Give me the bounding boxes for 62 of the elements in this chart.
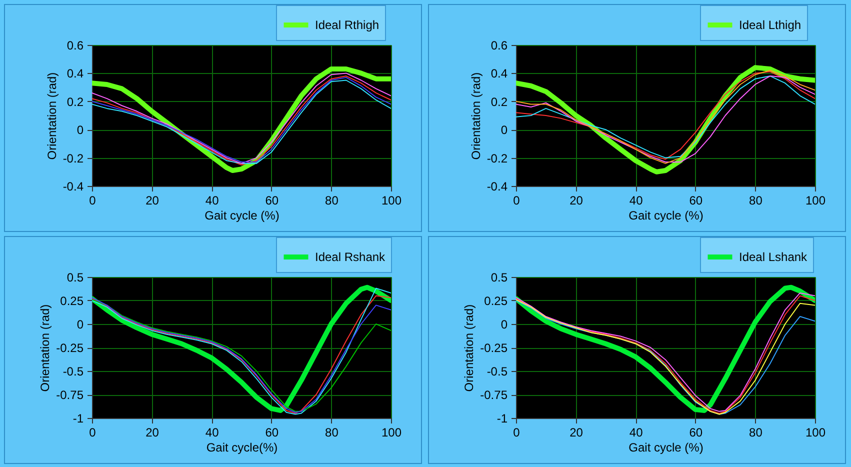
y-axis-title: Orientation (rad) [462,304,476,392]
x-tick-label: 100 [381,194,402,208]
x-tick-label: 20 [570,426,584,440]
y-tick-label: -0.75 [480,388,508,402]
x-tick-label: 20 [146,426,160,440]
y-axis-title: Orientation (rad) [44,72,59,160]
x-tick-label: 0 [89,194,96,208]
y-tick-label: 0.2 [490,94,508,109]
x-tick-label: 80 [325,194,339,208]
y-tick-label: 0.6 [490,38,508,52]
y-tick-label: 0 [500,123,508,138]
x-axis-title: Gait cycle(%) [206,440,278,454]
x-tick-label: 0 [89,426,96,440]
y-tick-label: -0.4 [486,180,508,194]
y-tick-label: -0.2 [62,151,84,166]
y-tick-label: 0.6 [66,38,84,52]
y-tick-label: 0 [500,318,508,332]
x-tick-label: 80 [325,426,339,440]
x-axis-title: Gait cycle (%) [204,208,280,222]
y-tick-label: -0.25 [480,341,508,355]
x-tick-label: 60 [265,426,279,440]
y-tick-label: -1 [496,412,508,426]
x-tick-label: 20 [570,194,584,208]
y-tick-label: -0.5 [486,364,508,378]
y-tick-label: -0.75 [56,388,84,402]
y-axis-title: Orientation (rad) [38,304,52,392]
y-tick-label: 0.2 [66,94,84,109]
legend-label: Ideal Rshank [315,250,386,264]
x-tick-label: 40 [205,194,220,208]
x-tick-label: 0 [513,194,520,208]
x-tick-label: 100 [805,194,826,208]
legend-label: Ideal Rthigh [315,18,380,32]
y-tick-label: 0.25 [484,294,508,308]
x-tick-label: 100 [381,426,402,440]
legend-label: Ideal Lthigh [739,18,802,32]
y-tick-label: -0.5 [62,364,84,378]
x-tick-label: 20 [146,194,160,208]
legend-label: Ideal Lshank [739,250,808,264]
y-axis-title: Orientation (rad) [468,72,483,160]
x-tick-label: 60 [689,194,703,208]
y-tick-label: 0.4 [66,66,84,81]
x-tick-label: 80 [749,194,763,208]
x-tick-label: 60 [689,426,703,440]
y-tick-label: 0.5 [490,270,508,284]
y-tick-label: 0.5 [66,270,84,284]
y-tick-label: 0 [76,318,84,332]
x-tick-label: 80 [749,426,763,440]
y-tick-label: -1 [72,412,84,426]
x-tick-label: 0 [513,426,520,440]
x-tick-label: 40 [629,194,644,208]
y-tick-label: 0 [76,123,84,138]
x-tick-label: 40 [629,426,644,440]
x-tick-label: 40 [205,426,220,440]
x-axis-title: Gait cycle (%) [628,208,704,222]
y-tick-label: -0.2 [486,151,508,166]
x-axis-title: Gait cycle (%) [628,440,704,454]
x-tick-label: 100 [805,426,826,440]
y-tick-label: -0.25 [56,341,84,355]
y-tick-label: -0.4 [62,180,84,194]
x-tick-label: 60 [265,194,279,208]
y-tick-label: 0.4 [490,66,508,81]
y-tick-label: 0.25 [60,294,84,308]
